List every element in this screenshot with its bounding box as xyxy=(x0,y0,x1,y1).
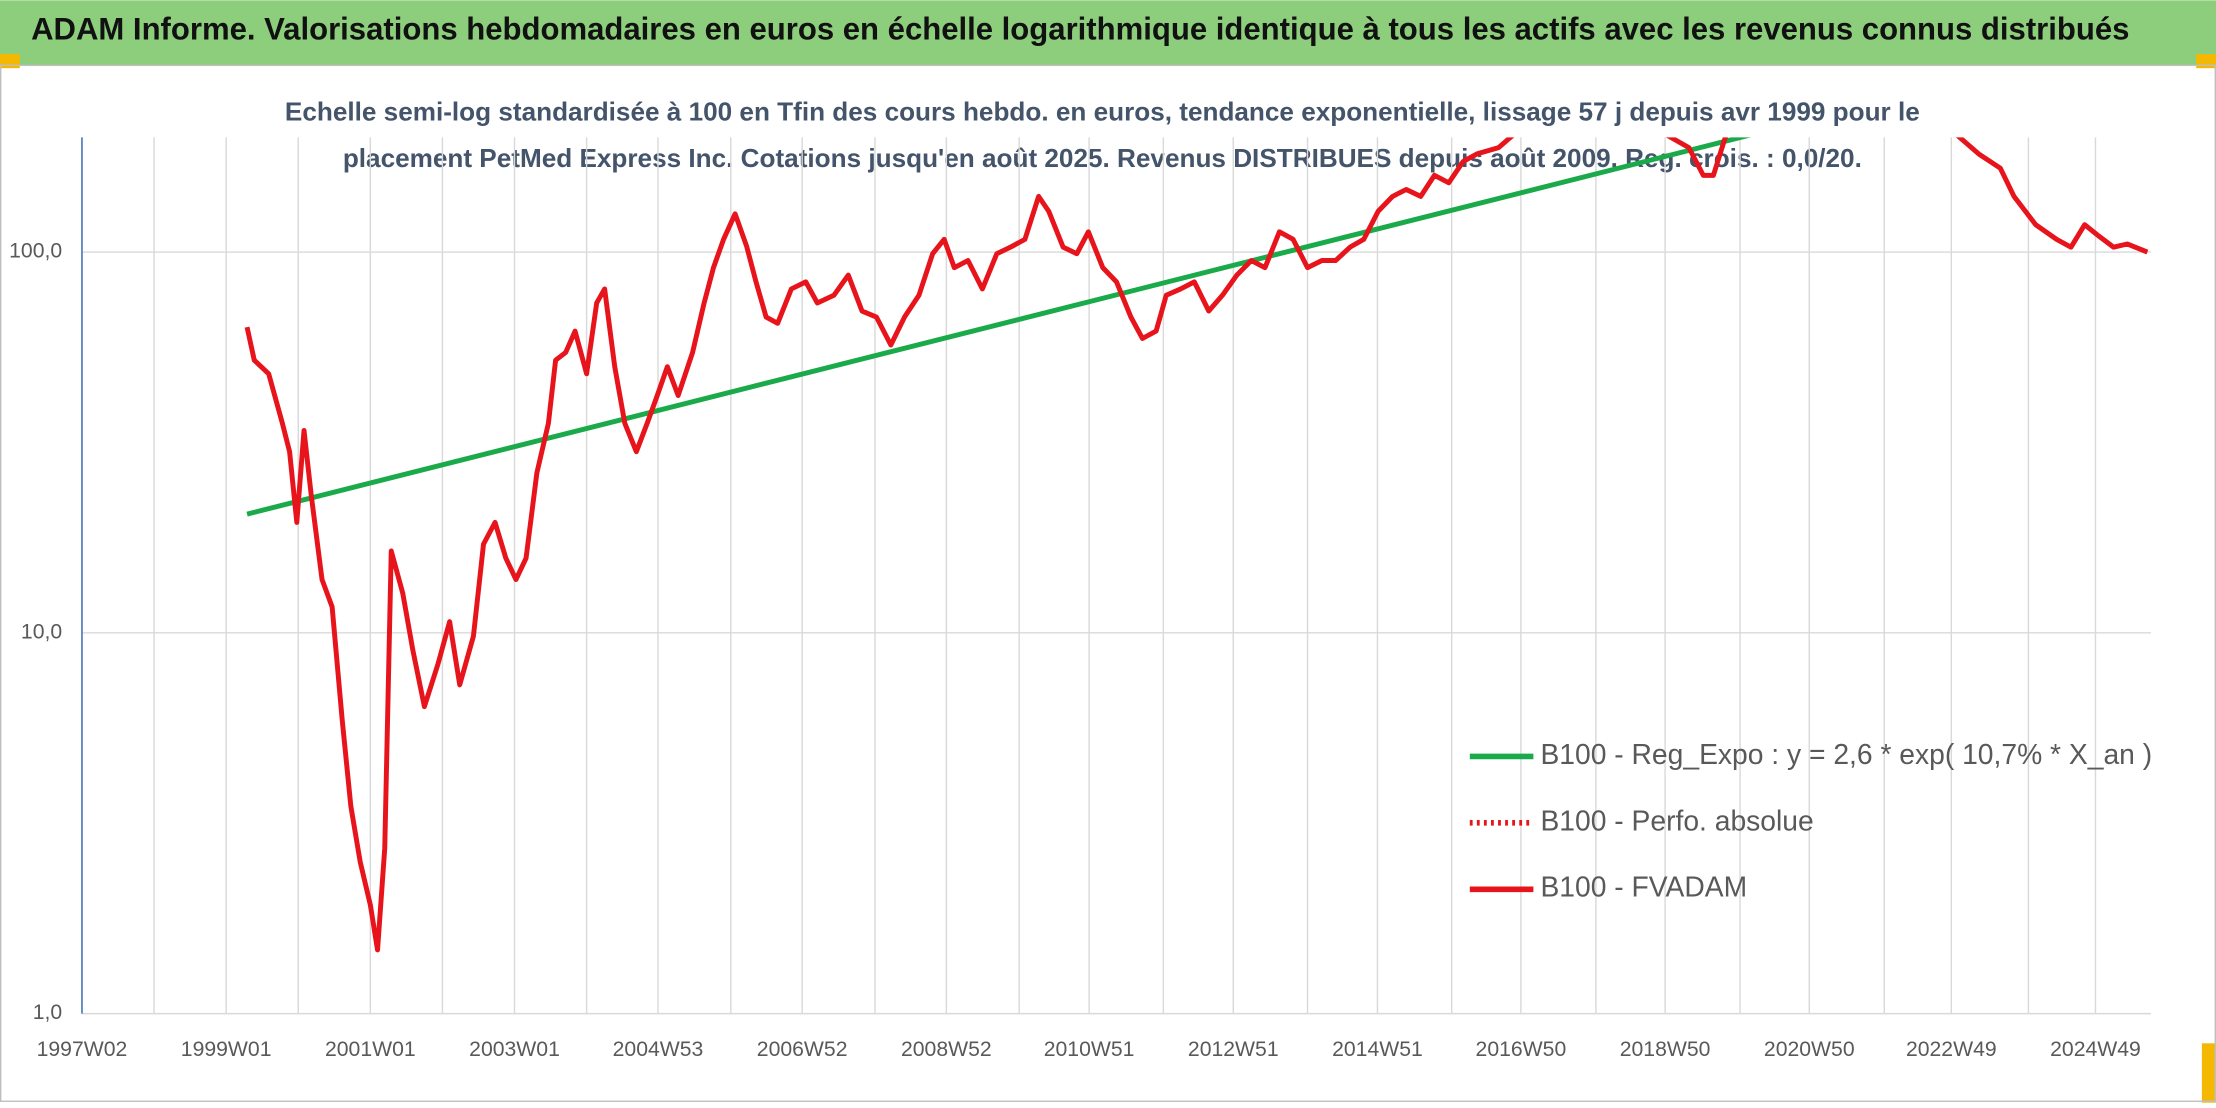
series-line xyxy=(244,137,2149,953)
legend-label: B100 - Reg_Expo : y = 2,6 * exp( 10,7% *… xyxy=(1540,738,2152,770)
x-tick-label: 1997W02 xyxy=(37,1038,128,1061)
x-tick-label: 2014W51 xyxy=(1332,1038,1423,1061)
x-tick-label: 2003W01 xyxy=(469,1038,560,1061)
legend-label: B100 - Perfo. absolue xyxy=(1540,804,1813,836)
x-tick-label: 2022W49 xyxy=(1906,1038,1997,1061)
chart-subtitle: Echelle semi-log standardisée à 100 en T… xyxy=(285,96,1920,126)
legend-label: B100 - FVADAM xyxy=(1540,871,1747,903)
x-tick-label: 2004W53 xyxy=(613,1038,704,1061)
corner xyxy=(2201,1043,2216,1103)
y-tick-label: 100,0 xyxy=(9,240,62,263)
y-tick-label: 10,0 xyxy=(21,620,62,643)
x-tick-label: 2012W51 xyxy=(1188,1038,1279,1061)
frame xyxy=(0,64,2216,1102)
y-tick-label: 1,0 xyxy=(33,1001,62,1024)
x-tick-label: 1999W01 xyxy=(181,1038,272,1061)
x-tick-label: 2018W50 xyxy=(1620,1038,1711,1061)
x-tick-label: 2024W49 xyxy=(2050,1038,2141,1061)
series-line xyxy=(246,137,1751,517)
chart-subtitle: placement PetMed Express Inc. Cotations … xyxy=(343,143,1862,173)
x-tick-label: 2008W52 xyxy=(901,1038,992,1061)
x-tick-label: 2020W50 xyxy=(1764,1038,1855,1061)
chart-title: ADAM Informe. Valorisations hebdomadaire… xyxy=(31,12,2129,47)
header-bar xyxy=(0,0,2216,66)
x-tick-label: 2010W51 xyxy=(1044,1038,1135,1061)
x-tick-label: 2001W01 xyxy=(325,1038,416,1061)
x-tick-label: 2006W52 xyxy=(757,1038,848,1061)
x-tick-label: 2016W50 xyxy=(1476,1038,1567,1061)
